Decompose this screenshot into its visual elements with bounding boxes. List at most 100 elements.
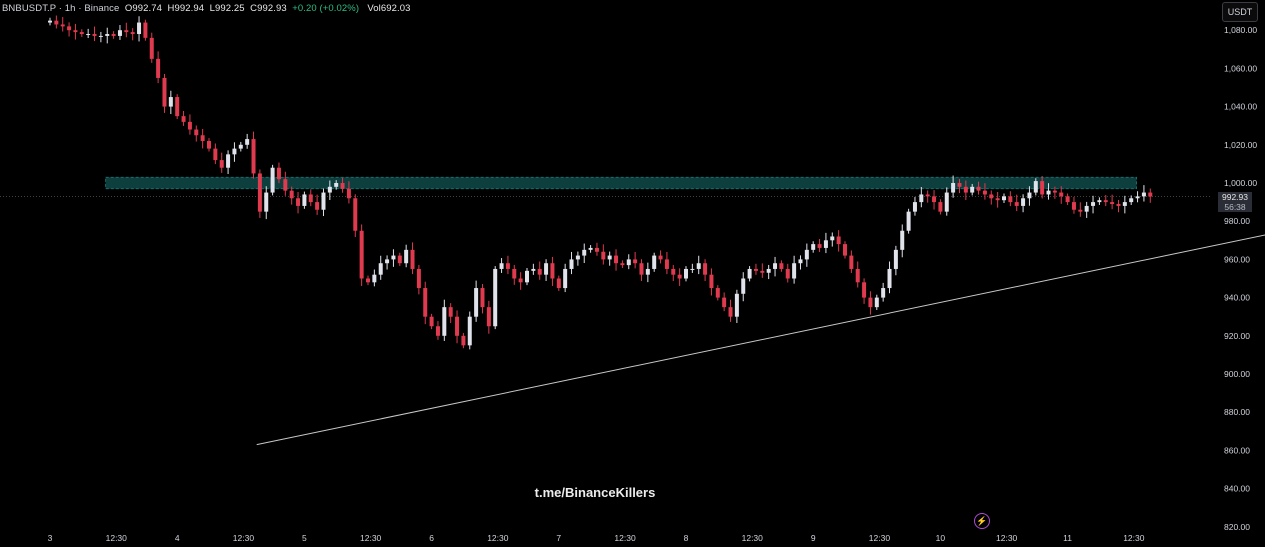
y-tick-label: 900.00 [1224, 369, 1250, 379]
candle-body [1122, 202, 1127, 206]
y-tick-label: 1,020.00 [1224, 140, 1257, 150]
candle-body [283, 179, 288, 191]
candle-body [703, 263, 708, 275]
candle-body [1110, 202, 1115, 205]
candle-body [900, 230, 905, 250]
candle-body [410, 249, 415, 269]
candle-countdown: 56:38 [1224, 202, 1246, 212]
candle-body [531, 268, 536, 271]
support-zone-rect [105, 176, 1137, 190]
candle-body [982, 190, 987, 195]
candle-body [798, 259, 803, 264]
candle-body [1097, 200, 1102, 203]
candle-body [887, 268, 892, 289]
y-tick-label: 840.00 [1224, 484, 1250, 494]
interval-label: 1h [64, 3, 76, 14]
last-price-value: 992.93 [1222, 192, 1248, 202]
candle-body [455, 316, 460, 336]
candle-body [932, 196, 937, 203]
candle-body [804, 249, 809, 260]
y-tick-label: 1,060.00 [1224, 63, 1257, 73]
candle-body [855, 268, 860, 283]
candle-body [747, 268, 752, 279]
close-value: C992.93 [250, 3, 287, 14]
candle-body [423, 288, 428, 317]
watermark-text: t.me/BinanceKillers [534, 485, 656, 500]
ascending-trendline [256, 234, 1265, 446]
x-tick-label: 4 [175, 533, 180, 543]
candle-body [938, 202, 943, 212]
candle-body [226, 154, 231, 168]
candle-body [289, 190, 294, 199]
candle-body [582, 249, 587, 256]
candle-body [1135, 196, 1140, 199]
x-tick-label: 7 [556, 533, 561, 543]
candle-body [671, 268, 676, 275]
lightning-icon[interactable]: ⚡ [974, 513, 990, 529]
symbol-header: BNBUSDT.P · 1h · Binance O992.74 H992.94… [2, 3, 411, 14]
candle-body [251, 139, 256, 174]
candle-body [1065, 196, 1070, 203]
candle-body [639, 263, 644, 275]
x-tick-label: 12:30 [996, 533, 1018, 543]
change-value: +0.20 (+0.02%) [292, 3, 360, 14]
candle-body [117, 30, 122, 36]
x-tick-label: 12:30 [614, 533, 636, 543]
candle-body [607, 255, 612, 260]
candle-body [823, 240, 828, 248]
candle-body [143, 22, 148, 38]
x-tick-label: 12:30 [742, 533, 764, 543]
candle-body [111, 34, 116, 36]
support-resistance-zone [105, 176, 1137, 190]
candle-body [467, 316, 472, 346]
candle-body [1008, 196, 1013, 203]
candle-body [963, 186, 968, 193]
candle-body [594, 247, 599, 252]
candle-body [130, 32, 135, 35]
candle-body [1040, 181, 1045, 195]
candle-body [537, 268, 542, 275]
candle-body [1084, 205, 1089, 212]
y-tick-label: 820.00 [1224, 522, 1250, 532]
candle-body [1027, 192, 1032, 199]
candle-body [912, 202, 917, 212]
candle-body [836, 236, 841, 245]
candle-body [874, 297, 879, 308]
price-axis[interactable]: 1,080.00 1,060.00 1,040.00 1,020.00 1,000.00… [1224, 25, 1257, 532]
candle-body [849, 255, 854, 269]
candle-body [1103, 200, 1108, 203]
candle-body [98, 35, 103, 37]
candle-body [569, 259, 574, 269]
candle-body [995, 198, 1000, 201]
candle-body [868, 297, 873, 308]
candle-body [970, 186, 975, 193]
candle-body [544, 263, 549, 275]
candle-body [391, 255, 396, 260]
candle-body [1033, 181, 1038, 193]
candle-body [92, 34, 97, 36]
x-tick-label: 6 [429, 533, 434, 543]
candle-body [1021, 198, 1026, 206]
candle-body [1059, 192, 1064, 197]
currency-unit-button[interactable]: USDT [1222, 2, 1258, 22]
x-tick-label: 3 [48, 533, 53, 543]
time-axis[interactable]: 3 12:30 4 12:30 5 12:30 6 12:30 7 12:30 8 12:30 9 12:… [48, 533, 1145, 543]
candle-body [684, 268, 688, 279]
candle-body [951, 183, 956, 193]
candle-body [620, 263, 625, 266]
candle-body [207, 140, 211, 149]
x-tick-label: 9 [811, 533, 816, 543]
candle-body [633, 259, 638, 264]
exchange-label: Binance [84, 3, 120, 14]
candle-body [843, 244, 847, 256]
candle-body [957, 183, 962, 187]
candle-body [1141, 192, 1146, 197]
x-tick-label: 11 [1063, 533, 1072, 543]
candle-body [397, 255, 402, 264]
candle-body [270, 167, 275, 193]
candle-body [315, 202, 320, 210]
candle-body [664, 259, 669, 269]
candle-body [238, 144, 243, 149]
candle-body [989, 194, 994, 199]
